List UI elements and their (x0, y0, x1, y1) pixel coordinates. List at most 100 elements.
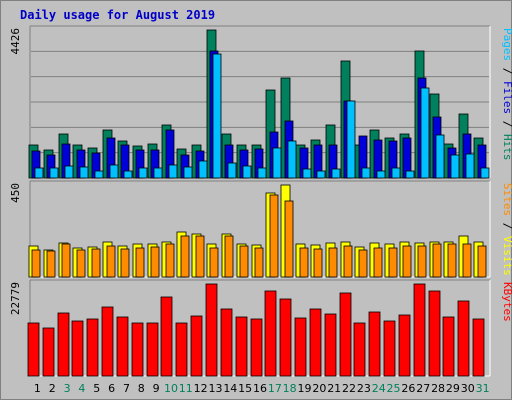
bar-kbytes-22 (339, 292, 352, 377)
bar-pages-10 (168, 164, 178, 179)
bar-pages-7 (123, 170, 133, 179)
bar-pages-31 (480, 167, 490, 179)
x-tick-label-20: 20 (312, 382, 326, 395)
bar-pages-2 (49, 167, 59, 179)
bar-pages-19 (302, 168, 312, 179)
bar-kbytes-15 (235, 316, 248, 377)
bar-sites-23 (358, 249, 368, 278)
bar-pages-21 (331, 168, 341, 179)
x-tick-label-21: 21 (327, 382, 341, 395)
y-max-label: 450 (9, 183, 22, 203)
x-tick-label-11: 11 (179, 382, 193, 395)
bar-pages-20 (316, 170, 326, 179)
bar-kbytes-27 (413, 283, 426, 377)
bar-sites-26 (402, 245, 412, 278)
bar-sites-3 (61, 243, 71, 278)
x-tick-label-27: 27 (416, 382, 430, 395)
bar-sites-22 (343, 245, 353, 278)
bar-sites-13 (209, 247, 219, 278)
x-tick-label-15: 15 (238, 382, 252, 395)
bar-kbytes-25 (383, 320, 396, 377)
bar-sites-24 (373, 247, 383, 278)
bar-kbytes-18 (279, 298, 292, 377)
bar-sites-5 (91, 248, 101, 278)
bar-kbytes-31 (472, 318, 485, 377)
x-tick-label-9: 9 (153, 382, 160, 395)
bar-kbytes-4 (71, 320, 84, 377)
x-tick-label-10: 10 (164, 382, 178, 395)
y-max-label: 22779 (9, 282, 22, 315)
bar-sites-20 (313, 248, 323, 278)
bar-kbytes-30 (457, 300, 470, 377)
legend-text-part: Files (501, 81, 512, 114)
x-tick-label-26: 26 (401, 382, 415, 395)
chart-panel-3: 22779 KBytes (9, 279, 512, 377)
bar-pages-5 (94, 170, 104, 179)
x-tick-label-3: 3 (64, 382, 71, 395)
bar-kbytes-19 (294, 317, 307, 377)
bar-pages-8 (138, 167, 148, 179)
series-legend-label: Sites / Visits (501, 183, 512, 276)
bar-kbytes-2 (42, 327, 55, 377)
bar-sites-31 (477, 245, 487, 278)
bar-pages-24 (376, 170, 386, 179)
bar-pages-12 (198, 160, 208, 179)
bar-sites-16 (254, 247, 264, 278)
legend-text-part: / (501, 61, 512, 81)
bar-sites-19 (299, 247, 309, 278)
chart-title: Daily usage for August 2019 (20, 8, 216, 22)
bar-sites-1 (31, 249, 41, 278)
bar-kbytes-16 (250, 318, 263, 377)
legend-text-part: Visits (501, 236, 512, 276)
x-tick-label-16: 16 (253, 382, 267, 395)
y-max-label: 4426 (9, 28, 22, 55)
x-tick-label-31: 31 (476, 382, 490, 395)
legend-text-part: Sites (501, 183, 512, 216)
bar-pages-13 (212, 53, 222, 179)
bar-pages-14 (227, 162, 237, 179)
bar-sites-7 (120, 248, 130, 278)
x-tick-label-4: 4 (78, 382, 85, 395)
x-tick-label-5: 5 (93, 382, 100, 395)
bar-pages-16 (257, 167, 267, 179)
bar-kbytes-11 (175, 322, 188, 377)
series-legend-label: KBytes (501, 282, 512, 322)
x-tick-label-18: 18 (283, 382, 297, 395)
bar-sites-17 (269, 194, 279, 278)
x-tick-label-24: 24 (372, 382, 386, 395)
bar-sites-30 (462, 243, 472, 278)
bar-pages-11 (183, 166, 193, 179)
x-tick-label-22: 22 (342, 382, 356, 395)
series-legend-label: Pages / Files / Hits (501, 28, 512, 161)
bar-kbytes-3 (57, 312, 70, 377)
bar-sites-4 (76, 249, 86, 278)
bar-sites-11 (180, 235, 190, 278)
bar-pages-30 (465, 153, 475, 179)
bar-kbytes-17 (264, 290, 277, 377)
bar-kbytes-6 (101, 306, 114, 377)
bar-kbytes-8 (131, 322, 144, 377)
bar-sites-29 (447, 243, 457, 278)
bar-kbytes-9 (146, 322, 159, 377)
x-tick-label-17: 17 (268, 382, 282, 395)
bar-sites-18 (284, 200, 294, 278)
x-tick-label-19: 19 (298, 382, 312, 395)
bar-kbytes-21 (324, 313, 337, 377)
bar-kbytes-12 (190, 315, 203, 377)
bar-pages-1 (34, 167, 44, 179)
bar-sites-8 (135, 247, 145, 278)
x-tick-label-2: 2 (49, 382, 56, 395)
bar-sites-2 (46, 250, 56, 278)
bar-pages-25 (391, 167, 401, 179)
x-tick-label-14: 14 (223, 382, 237, 395)
bar-kbytes-20 (309, 308, 322, 377)
bar-pages-28 (435, 134, 445, 179)
legend-text-part: KBytes (501, 282, 512, 322)
x-tick-label-6: 6 (108, 382, 115, 395)
bar-kbytes-7 (116, 316, 129, 377)
bar-sites-9 (150, 246, 160, 278)
bar-pages-15 (242, 165, 252, 179)
bar-sites-28 (432, 243, 442, 278)
bar-kbytes-10 (160, 296, 173, 377)
bar-kbytes-1 (27, 322, 40, 377)
